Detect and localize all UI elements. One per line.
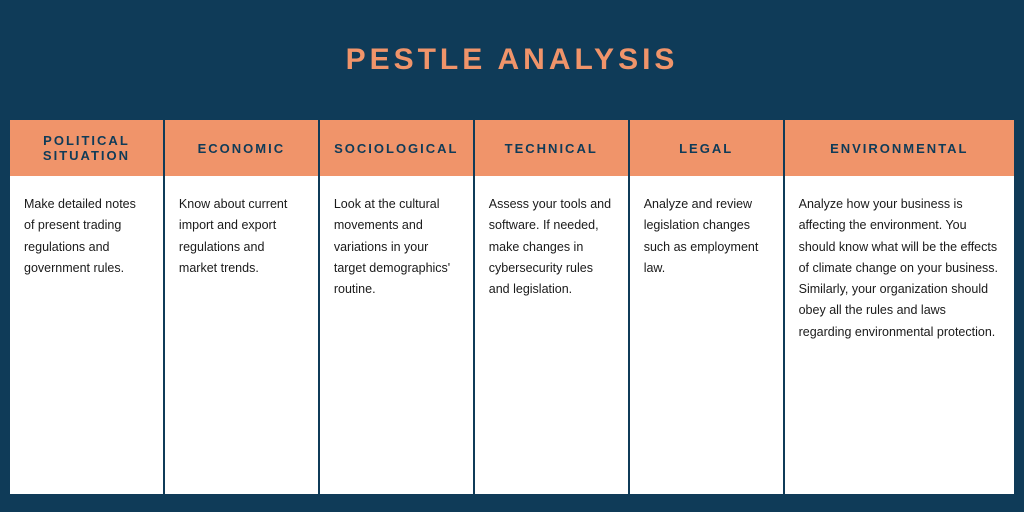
footer-bar xyxy=(0,494,1024,512)
column-heading: ECONOMIC xyxy=(165,120,318,176)
column-1: ECONOMICKnow about current import and ex… xyxy=(165,120,318,494)
column-heading: LEGAL xyxy=(630,120,783,176)
columns-grid: POLITICAL SITUATIONMake detailed notes o… xyxy=(0,120,1024,494)
column-heading: POLITICAL SITUATION xyxy=(10,120,163,176)
pestle-infographic: PESTLE ANALYSIS POLITICAL SITUATIONMake … xyxy=(0,0,1024,512)
column-heading: SOCIOLOGICAL xyxy=(320,120,473,176)
column-0: POLITICAL SITUATIONMake detailed notes o… xyxy=(10,120,163,494)
column-body: Make detailed notes of present trading r… xyxy=(10,176,163,494)
column-heading: ENVIRONMENTAL xyxy=(785,120,1014,176)
column-4: LEGALAnalyze and review legislation chan… xyxy=(630,120,783,494)
column-body: Look at the cultural movements and varia… xyxy=(320,176,473,494)
column-2: SOCIOLOGICALLook at the cultural movemen… xyxy=(320,120,473,494)
header: PESTLE ANALYSIS xyxy=(0,0,1024,120)
column-5: ENVIRONMENTALAnalyze how your business i… xyxy=(785,120,1014,494)
column-body: Know about current import and export reg… xyxy=(165,176,318,494)
column-body: Analyze and review legislation changes s… xyxy=(630,176,783,494)
column-body: Assess your tools and software. If neede… xyxy=(475,176,628,494)
page-title: PESTLE ANALYSIS xyxy=(346,43,679,77)
column-heading: TECHNICAL xyxy=(475,120,628,176)
column-body: Analyze how your business is affecting t… xyxy=(785,176,1014,494)
column-3: TECHNICALAssess your tools and software.… xyxy=(475,120,628,494)
